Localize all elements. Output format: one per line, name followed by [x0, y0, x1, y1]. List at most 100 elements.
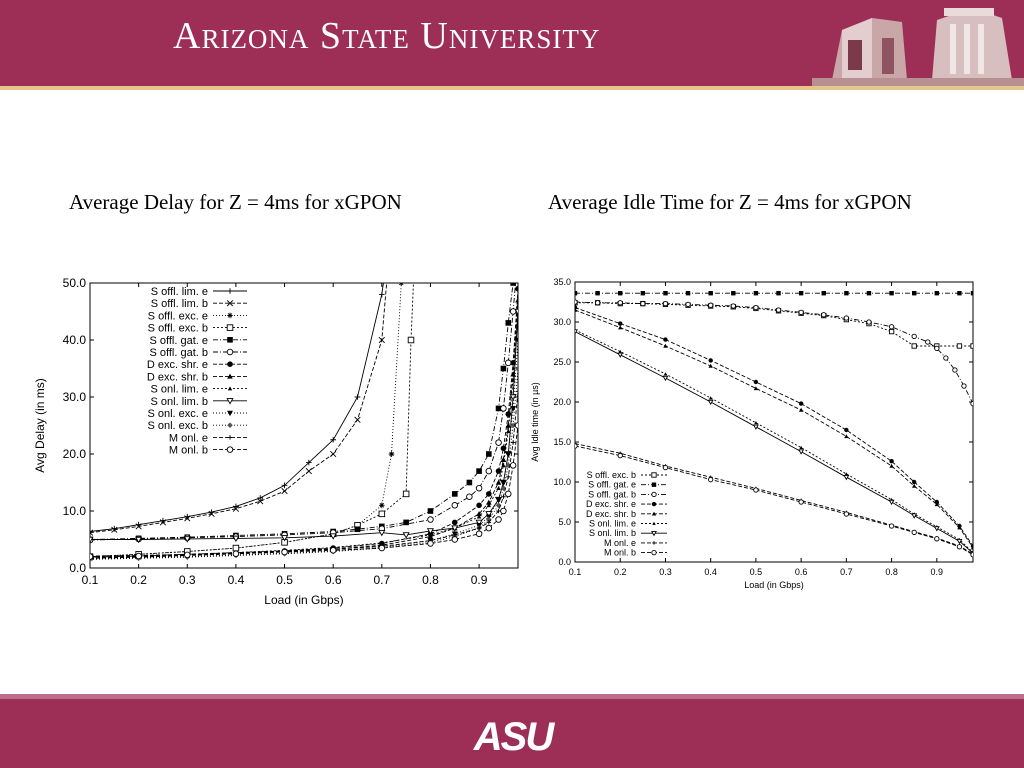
series-m-onl-b — [90, 422, 518, 560]
x-tick-label: 0.2 — [614, 567, 627, 577]
data-point — [708, 302, 714, 308]
y-tick-label: 35.0 — [553, 277, 571, 287]
legend-label: S offl. gat. e — [588, 480, 636, 490]
legend-label: D exc. shr. e — [147, 359, 208, 371]
legend-entry: M onl. e — [604, 538, 667, 548]
data-point — [934, 502, 940, 507]
data-point — [500, 456, 507, 462]
legend-entry: S onl. exc. e — [147, 408, 247, 420]
data-point — [798, 499, 804, 505]
data-point — [426, 528, 435, 535]
legend-label: D exc. shr. e — [586, 499, 636, 509]
y-tick-label: 15.0 — [553, 437, 571, 447]
data-point — [496, 485, 501, 490]
series-line — [90, 283, 402, 558]
data-point — [708, 396, 713, 400]
data-point — [663, 343, 668, 348]
data-point — [843, 315, 850, 321]
data-point — [509, 462, 517, 469]
data-point — [378, 529, 386, 537]
data-point — [662, 300, 669, 307]
data-point — [451, 525, 459, 532]
legend-label: S offl. lim. b — [151, 298, 208, 310]
data-point — [844, 427, 849, 433]
data-point — [135, 552, 142, 560]
data-point — [506, 428, 511, 433]
data-point — [476, 502, 482, 509]
data-point — [501, 494, 506, 499]
data-point — [754, 421, 758, 425]
x-tick-label: 0.6 — [325, 573, 342, 587]
y-tick-label: 30.0 — [553, 317, 571, 327]
data-point — [306, 459, 312, 466]
legend-label: M onl. b — [604, 548, 636, 558]
data-point — [485, 467, 493, 475]
x-tick-label: 0.3 — [659, 567, 672, 577]
data-point — [889, 463, 894, 468]
series-line — [575, 307, 973, 547]
data-point — [970, 400, 973, 407]
data-point — [844, 472, 849, 476]
data-point — [888, 499, 895, 506]
data-point — [640, 300, 646, 307]
x-tick-label: 0.8 — [422, 573, 439, 587]
data-point — [510, 422, 516, 429]
data-point — [515, 252, 521, 258]
data-point — [821, 291, 826, 296]
data-point — [708, 476, 714, 483]
data-point — [379, 502, 385, 509]
data-point — [495, 439, 502, 446]
x-tick-label: 0.5 — [276, 573, 293, 587]
data-point — [389, 223, 395, 229]
y-tick-label: 20.0 — [553, 397, 571, 407]
data-point — [378, 510, 386, 518]
data-point — [184, 551, 191, 559]
data-point — [663, 291, 668, 296]
data-point — [911, 529, 917, 536]
data-point — [594, 300, 601, 306]
data-point — [708, 363, 713, 368]
data-point — [911, 343, 917, 349]
data-point — [956, 538, 963, 545]
data-point — [257, 495, 264, 501]
data-point — [379, 540, 385, 545]
legend-label: S offl. gat. b — [588, 489, 636, 499]
data-point — [798, 449, 805, 455]
data-point — [799, 445, 803, 450]
data-point — [232, 544, 240, 552]
data-point — [961, 383, 967, 389]
data-point — [952, 367, 958, 373]
series-d-exc-shr-b — [575, 307, 973, 550]
data-point — [466, 493, 473, 500]
data-point — [934, 345, 940, 352]
x-tick-label: 0.5 — [750, 567, 763, 577]
legend-entry: S offl. exc. e — [148, 310, 247, 322]
data-point — [407, 336, 415, 344]
data-point — [618, 349, 622, 354]
data-point — [135, 523, 142, 530]
data-point — [514, 337, 518, 344]
data-point — [510, 440, 516, 445]
y-tick-label: 0.0 — [558, 557, 571, 567]
data-point — [514, 308, 518, 316]
data-point — [451, 536, 459, 543]
data-point — [496, 508, 501, 514]
data-point — [663, 372, 668, 376]
x-tick-label: 0.7 — [840, 567, 853, 577]
data-point — [617, 300, 623, 306]
data-point — [232, 505, 240, 512]
data-point — [575, 443, 578, 449]
y-tick-label: 40.0 — [63, 333, 87, 347]
x-tick-label: 0.8 — [885, 567, 898, 577]
series-s-onl-lim-e — [575, 328, 973, 554]
data-point — [844, 434, 849, 439]
header-accent-line — [0, 86, 1024, 90]
data-point — [514, 422, 518, 429]
data-point — [495, 516, 502, 523]
legend-entry: S offl. gat. b — [588, 489, 667, 499]
series-line — [575, 331, 973, 554]
data-point — [617, 452, 623, 459]
data-point — [510, 283, 516, 286]
data-point — [934, 536, 940, 542]
data-point — [402, 490, 410, 498]
